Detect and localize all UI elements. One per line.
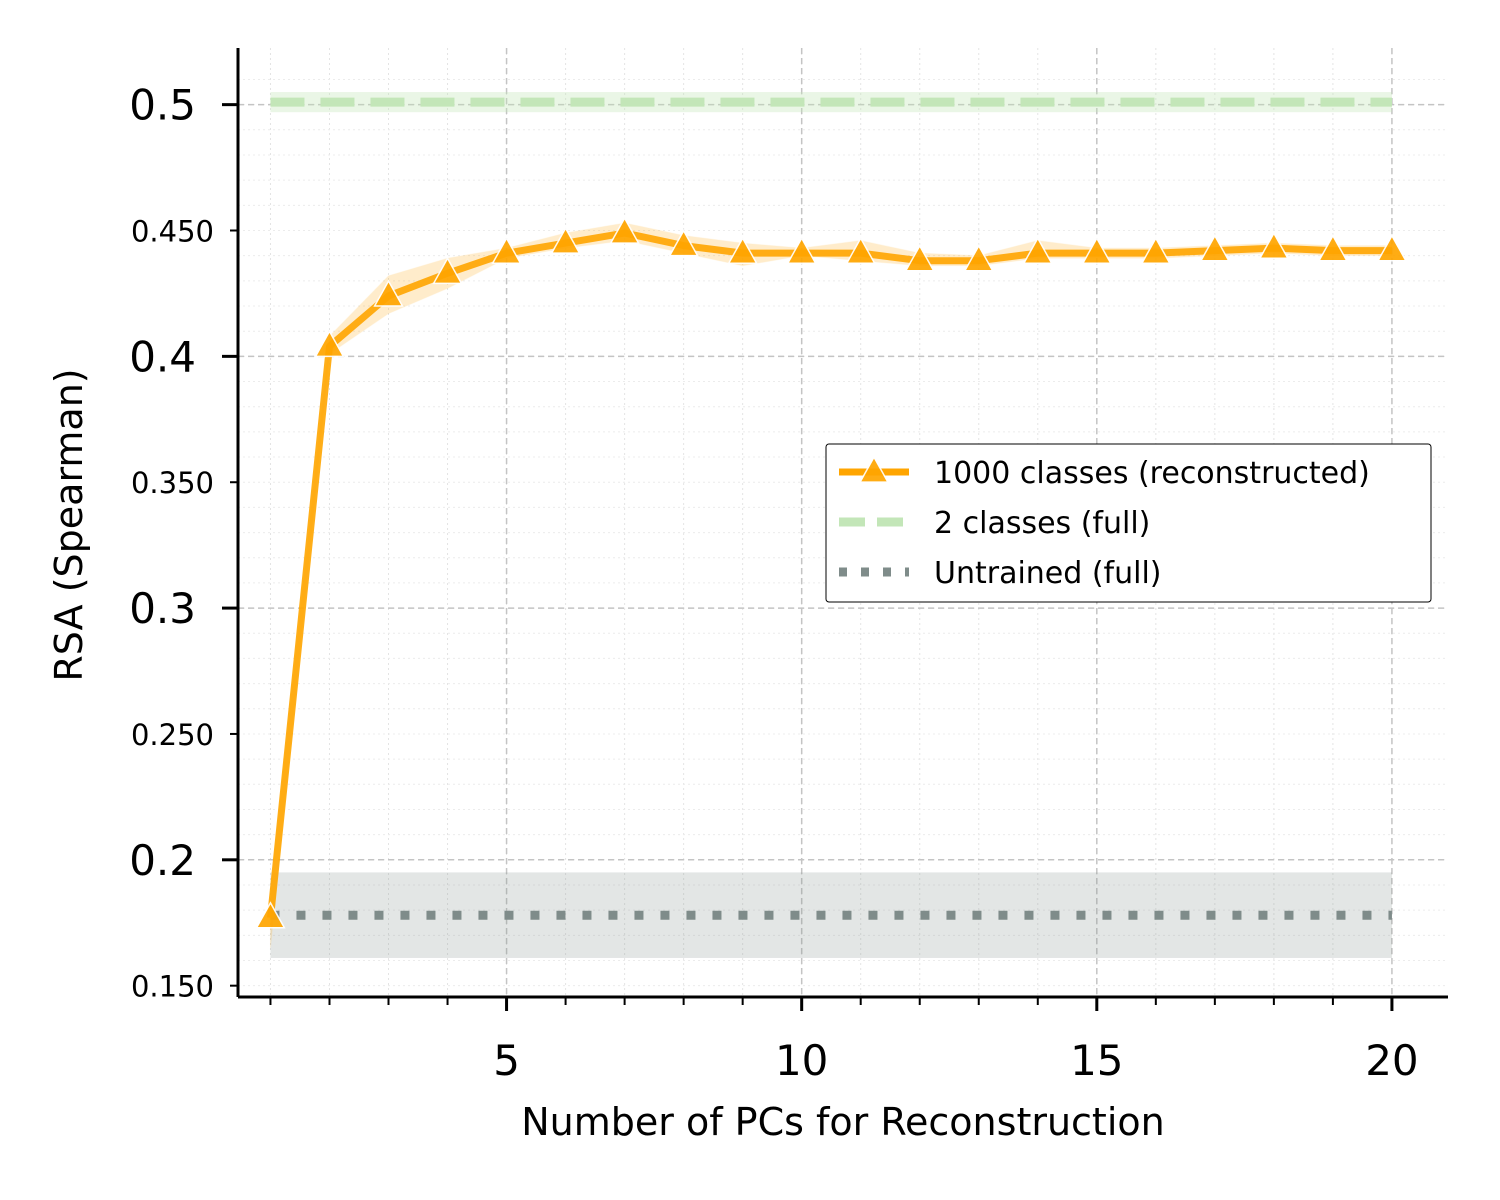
data-point [1140, 236, 1172, 264]
grid [238, 48, 1448, 997]
data-point [1022, 236, 1053, 264]
data-point [609, 216, 640, 244]
data-point [727, 236, 758, 264]
data-point [255, 901, 286, 929]
y-major-tick-label: 0.2 [129, 836, 196, 885]
x-tick-label: 10 [775, 1036, 828, 1085]
data-point [373, 279, 404, 307]
y-minor-tick-label: 0.150 [131, 970, 214, 1004]
data-point [845, 236, 876, 264]
data-point [491, 236, 522, 264]
data-point [1317, 234, 1349, 262]
x-tick-label: 15 [1070, 1036, 1123, 1085]
x-axis-label: Number of PCs for Reconstruction [521, 1100, 1164, 1144]
y-minor-tick-label: 0.450 [131, 215, 214, 249]
y-major-tick-label: 0.3 [129, 584, 196, 633]
untrained-band [270, 872, 1392, 958]
axes [222, 48, 1448, 1011]
legend-marker-reconstructed [858, 455, 890, 483]
y-major-tick-label: 0.4 [129, 332, 196, 381]
legend: 1000 classes (reconstructed) 2 classes (f… [825, 443, 1432, 603]
data-point [1376, 234, 1408, 262]
y-axis-label: RSA (Spearman) [47, 368, 91, 681]
x-tick-label: 5 [493, 1036, 520, 1085]
data-point [432, 256, 463, 285]
data-point [786, 236, 817, 264]
reconstructed-line [266, 229, 1392, 919]
tick-labels: 5 10 15 20 0.2 0.3 0.4 0.5 0.150 0.250 0.350 0.450 [129, 81, 1418, 1085]
legend-label: 2 classes (full) [934, 506, 1150, 541]
data-point [314, 329, 345, 358]
y-major-tick-label: 0.5 [129, 81, 196, 130]
y-minor-tick-label: 0.350 [131, 466, 214, 500]
y-minor-tick-label: 0.250 [131, 718, 214, 752]
data-point [1081, 236, 1113, 264]
x-tick-label: 20 [1365, 1036, 1418, 1085]
series-lines [266, 97, 1392, 920]
data-point [1258, 231, 1290, 259]
legend-box [825, 443, 1432, 603]
data-point [550, 226, 581, 254]
data-point [963, 244, 994, 272]
data-point [1199, 234, 1231, 262]
series-markers [255, 216, 1408, 929]
legend-label: 1000 classes (reconstructed) [934, 456, 1370, 491]
data-point [904, 244, 935, 272]
data-point [668, 229, 699, 257]
legend-label: Untrained (full) [934, 556, 1162, 591]
